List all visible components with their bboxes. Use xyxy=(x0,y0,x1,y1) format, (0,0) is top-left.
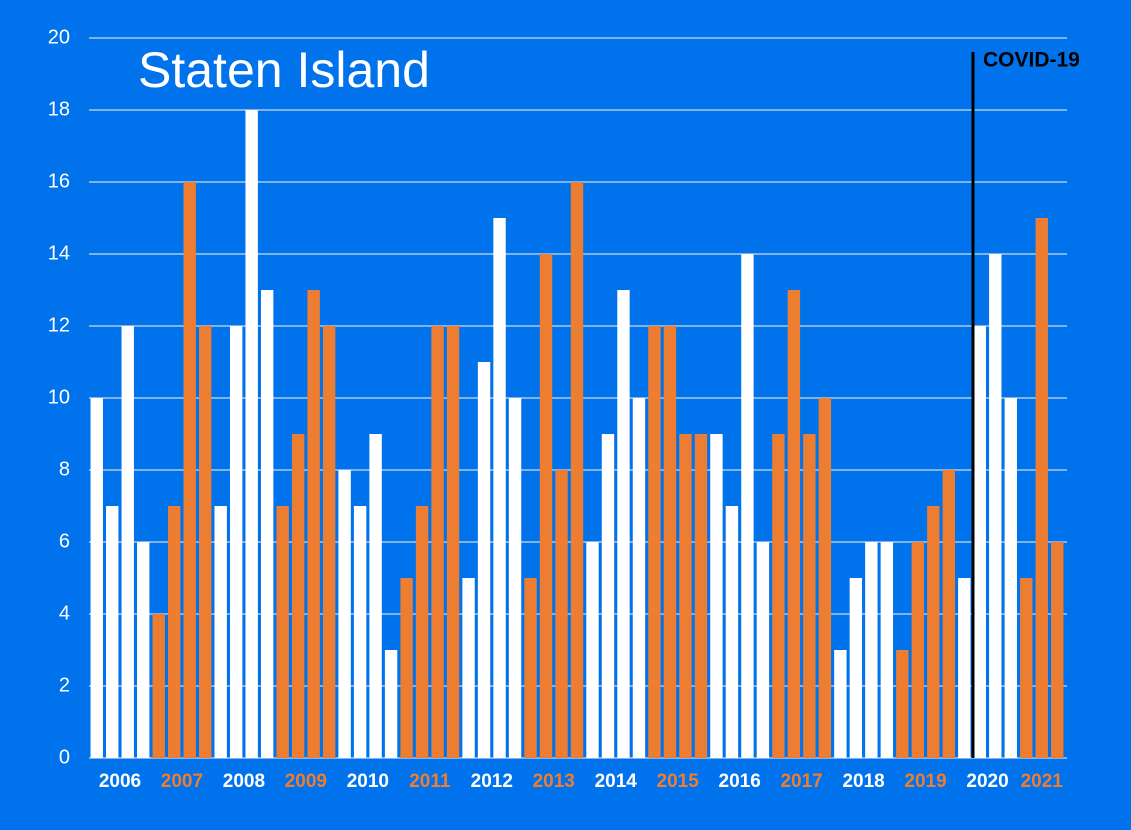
bar xyxy=(183,182,196,758)
bar xyxy=(756,542,770,758)
x-tick-label: 2006 xyxy=(99,771,141,792)
bar xyxy=(276,506,289,758)
y-tick-label: 18 xyxy=(48,98,70,120)
bar xyxy=(431,326,444,758)
bar xyxy=(586,542,599,758)
bar xyxy=(694,434,708,758)
bar xyxy=(849,578,863,758)
bar xyxy=(1020,578,1033,758)
y-tick-label: 12 xyxy=(48,314,70,336)
bar xyxy=(322,326,336,758)
x-tick-label: 2020 xyxy=(966,771,1008,792)
bar xyxy=(400,578,413,758)
bars xyxy=(90,110,1064,758)
bar xyxy=(168,506,181,758)
bar xyxy=(1051,542,1064,758)
y-tick-label: 6 xyxy=(59,530,70,552)
x-tick-label: 2014 xyxy=(595,771,638,792)
y-tick-label: 2 xyxy=(59,674,70,696)
bar xyxy=(260,290,274,758)
bar xyxy=(570,182,584,758)
x-tick-label: 2007 xyxy=(161,771,203,792)
bar xyxy=(617,290,630,758)
bar xyxy=(384,650,398,758)
chart-title: Staten Island xyxy=(138,42,430,98)
bar xyxy=(1035,218,1048,758)
bar xyxy=(818,398,832,758)
bar xyxy=(896,650,909,758)
annotation: COVID-19 xyxy=(983,49,1080,72)
bar xyxy=(632,398,646,758)
x-tick-label: 2012 xyxy=(471,771,513,792)
bar xyxy=(710,434,723,758)
bar xyxy=(880,542,894,758)
bar xyxy=(1004,398,1017,758)
bar xyxy=(942,470,956,758)
bar xyxy=(307,290,320,758)
bar xyxy=(198,326,212,758)
y-tick-label: 14 xyxy=(48,242,70,264)
bar xyxy=(229,326,243,758)
bar xyxy=(865,542,878,758)
x-tick-label: 2008 xyxy=(223,771,265,792)
y-tick-label: 10 xyxy=(48,386,70,408)
x-tick-label: 2017 xyxy=(780,771,822,792)
bar xyxy=(462,578,475,758)
y-tick-label: 8 xyxy=(59,458,70,480)
y-tick-label: 16 xyxy=(48,170,70,192)
bar xyxy=(508,398,522,758)
bar xyxy=(493,218,506,758)
bar xyxy=(291,434,305,758)
x-tick-label: 2019 xyxy=(904,771,946,792)
y-tick-label: 20 xyxy=(48,26,70,48)
bar xyxy=(90,398,103,758)
bar xyxy=(911,542,925,758)
x-tick-label: 2021 xyxy=(1021,771,1064,792)
bar xyxy=(539,254,553,758)
bar xyxy=(555,470,568,758)
bar xyxy=(601,434,615,758)
x-tick-label: 2018 xyxy=(842,771,884,792)
bar xyxy=(803,434,816,758)
bar xyxy=(927,506,940,758)
bar xyxy=(989,254,1002,758)
x-tick-label: 2015 xyxy=(657,771,700,792)
bar xyxy=(725,506,739,758)
bar xyxy=(369,434,382,758)
bar xyxy=(524,578,537,758)
x-tick-label: 2013 xyxy=(533,771,575,792)
bar xyxy=(121,326,134,758)
bar xyxy=(338,470,351,758)
bar xyxy=(415,506,429,758)
bar xyxy=(214,506,227,758)
bar xyxy=(446,326,460,758)
bar xyxy=(679,434,692,758)
bar xyxy=(648,326,661,758)
bar xyxy=(787,290,801,758)
bar xyxy=(477,362,491,758)
x-tick-label: 2016 xyxy=(719,771,761,792)
bar xyxy=(137,542,150,758)
bar xyxy=(973,326,986,758)
x-tick-label: 2011 xyxy=(409,771,451,792)
bar xyxy=(741,254,754,758)
x-tick-label: 2009 xyxy=(285,771,327,792)
bar xyxy=(106,506,119,758)
x-tick-label: 2010 xyxy=(347,771,389,792)
bar xyxy=(834,650,847,758)
bar xyxy=(152,614,165,758)
bar xyxy=(958,578,971,758)
bar xyxy=(772,434,785,758)
y-tick-label: 4 xyxy=(59,602,70,624)
bar xyxy=(245,110,258,758)
y-tick-label: 0 xyxy=(59,746,70,768)
bar xyxy=(353,506,367,758)
bar xyxy=(663,326,677,758)
